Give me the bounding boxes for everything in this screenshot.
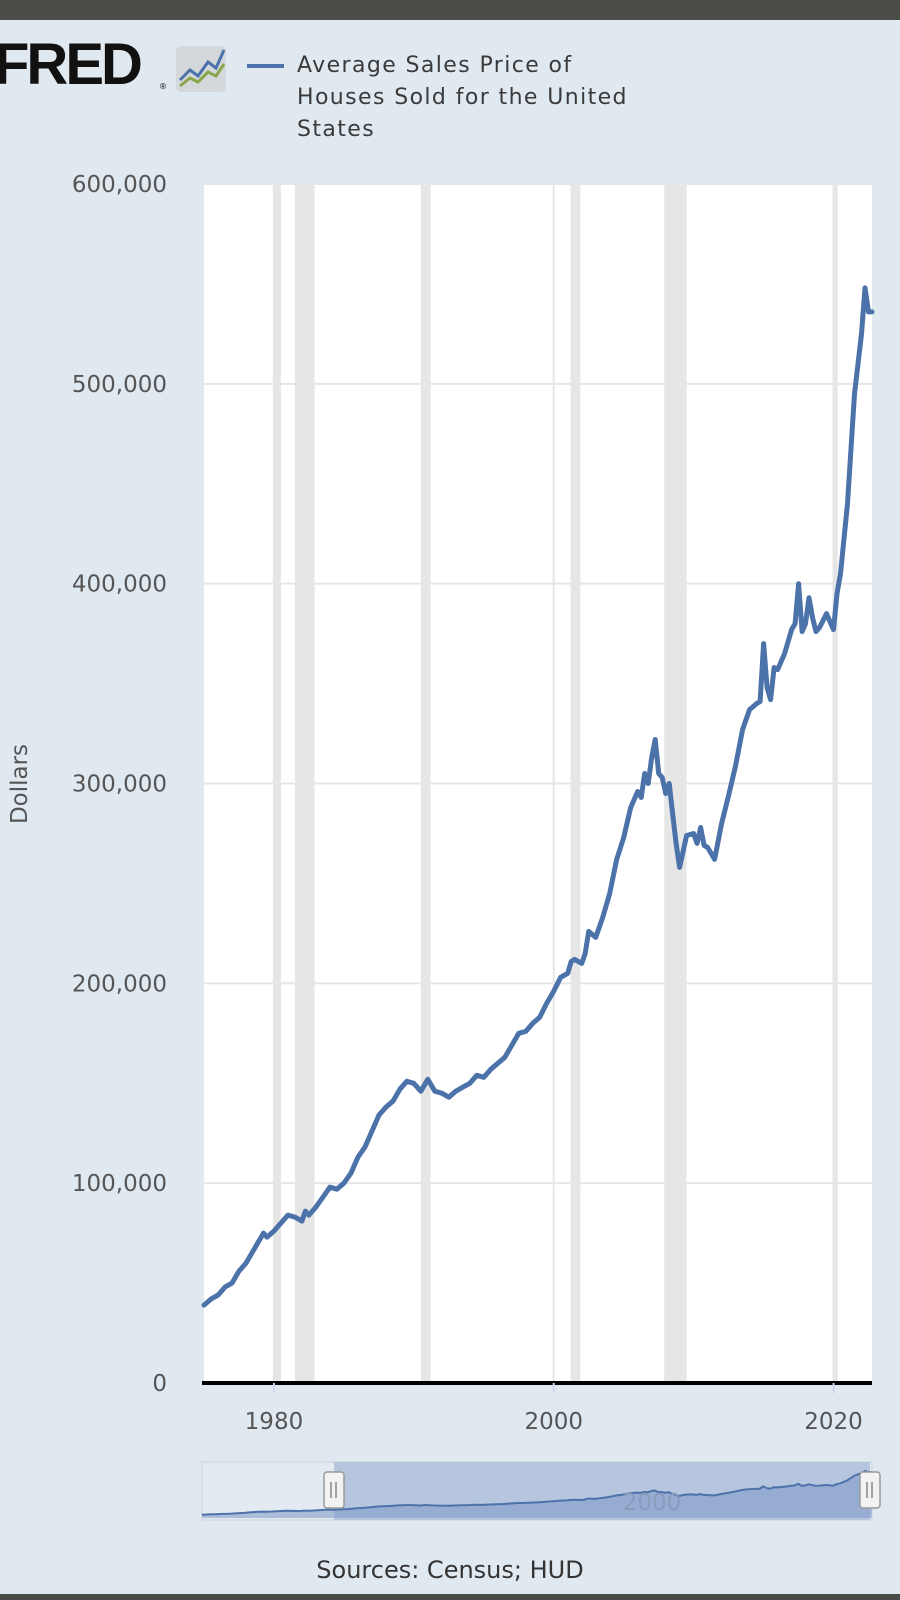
legend-swatch (247, 64, 284, 68)
top-bar (0, 0, 900, 20)
navigator-left-handle[interactable] (323, 1471, 345, 1509)
range-navigator[interactable]: 2000 (201, 1461, 881, 1521)
legend-series-label: Average Sales Price of Houses Sold for t… (297, 53, 628, 142)
x-tick-label-1: 2000 (524, 1409, 583, 1435)
gridlines (204, 183, 872, 1383)
source-note: Sources: Census; HUD (316, 1556, 584, 1584)
navigator-line-0 (201, 1469, 872, 1516)
y-tick-label-1: 100,000 (72, 1171, 167, 1197)
y-tick-label-2: 200,000 (72, 971, 167, 997)
x-tick-labels: 1980 2000 2020 (245, 1383, 863, 1435)
x-tick-label-2: 2020 (804, 1409, 863, 1435)
navigator-label-2000: 2000 (623, 1490, 682, 1516)
y-tick-label-0: 0 (152, 1371, 167, 1397)
bottom-bar (0, 1594, 900, 1600)
x-tick-label-0: 1980 (245, 1409, 304, 1435)
series-line-0 (201, 285, 875, 1308)
registered-mark: ® (159, 82, 167, 91)
y-tick-label-3: 300,000 (72, 772, 167, 798)
y-tick-label-4: 400,000 (72, 572, 167, 598)
navigator-series (201, 1469, 872, 1518)
y-tick-label-5: 500,000 (72, 372, 167, 398)
navigator-area-0 (202, 1471, 872, 1518)
fred-logo: FRED (0, 32, 143, 97)
navigator-right-handle[interactable] (859, 1471, 881, 1509)
series-layer (201, 285, 875, 1308)
y-tick-label-6: 600,000 (72, 172, 167, 198)
fred-graph-icon (176, 46, 226, 92)
y-tick-labels: 0 100,000 200,000 300,000 400,000 500,000 600,… (72, 172, 167, 1397)
